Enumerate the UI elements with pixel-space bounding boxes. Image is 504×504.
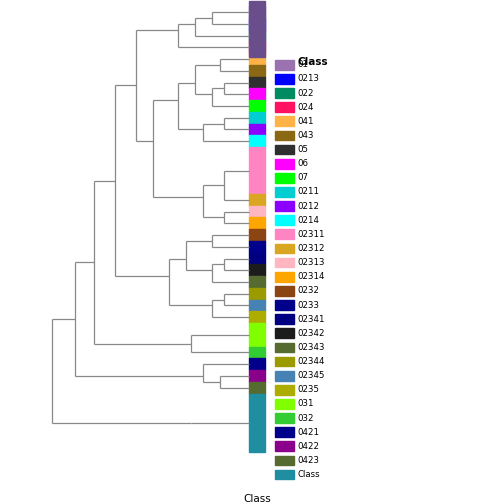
Bar	[249, 18, 265, 30]
Bar	[249, 41, 265, 53]
Text: 0213: 0213	[297, 75, 320, 83]
Text: 02311: 02311	[297, 230, 325, 239]
Text: 01: 01	[297, 60, 308, 69]
Bar	[249, 241, 265, 253]
Bar	[275, 314, 294, 324]
Bar	[249, 147, 265, 194]
Text: 022: 022	[297, 89, 314, 97]
Text: 0421: 0421	[297, 428, 320, 436]
Text: 02342: 02342	[297, 329, 325, 338]
Bar	[275, 329, 294, 338]
Bar	[275, 116, 294, 126]
Text: 031: 031	[297, 400, 314, 408]
Text: 0232: 0232	[297, 286, 320, 295]
Text: 02341: 02341	[297, 314, 325, 324]
Bar	[249, 276, 265, 288]
Bar	[275, 215, 294, 225]
Text: Class: Class	[297, 470, 320, 479]
Text: 02312: 02312	[297, 244, 325, 253]
Bar	[249, 288, 265, 300]
Bar	[275, 243, 294, 254]
Text: 032: 032	[297, 414, 314, 422]
Bar	[249, 77, 265, 88]
Bar	[275, 371, 294, 381]
Bar	[249, 311, 265, 323]
Bar	[275, 385, 294, 395]
Bar	[275, 456, 294, 465]
Bar	[249, 229, 265, 241]
Bar	[275, 187, 294, 197]
Bar	[249, 136, 265, 147]
Bar	[275, 343, 294, 352]
Text: 0423: 0423	[297, 456, 320, 465]
Text: 043: 043	[297, 131, 314, 140]
Bar	[275, 286, 294, 296]
Text: 07: 07	[297, 173, 308, 182]
Bar	[249, 323, 265, 347]
Bar	[249, 394, 265, 452]
Text: Class: Class	[297, 57, 328, 68]
Text: 02313: 02313	[297, 258, 325, 267]
Text: 02345: 02345	[297, 371, 325, 380]
Bar	[275, 229, 294, 239]
Bar	[275, 145, 294, 154]
Bar	[249, 253, 265, 265]
Bar	[249, 6, 265, 18]
Bar	[275, 173, 294, 182]
Text: 02343: 02343	[297, 343, 325, 352]
Text: 02314: 02314	[297, 272, 325, 281]
Bar	[249, 100, 265, 112]
Text: 024: 024	[297, 103, 314, 112]
Bar	[275, 258, 294, 268]
Bar	[275, 470, 294, 479]
Bar	[275, 427, 294, 437]
Bar	[249, 358, 265, 370]
Text: 02344: 02344	[297, 357, 325, 366]
Text: 0235: 0235	[297, 385, 320, 394]
Bar	[275, 74, 294, 84]
Bar	[275, 413, 294, 423]
Bar	[249, 347, 265, 358]
Bar	[275, 357, 294, 366]
Bar	[275, 399, 294, 409]
Text: 0214: 0214	[297, 216, 320, 225]
Text: 06: 06	[297, 159, 308, 168]
Text: 0211: 0211	[297, 187, 320, 197]
Bar	[275, 131, 294, 140]
Bar	[249, 206, 265, 218]
Bar	[275, 88, 294, 98]
Bar	[249, 112, 265, 123]
Bar	[275, 272, 294, 282]
Bar	[275, 300, 294, 310]
Bar	[249, 218, 265, 229]
Bar	[249, 382, 265, 394]
Bar	[275, 60, 294, 70]
Bar	[249, 30, 265, 41]
Bar	[249, 53, 265, 65]
Bar	[275, 201, 294, 211]
Bar	[249, 65, 265, 77]
Text: 0422: 0422	[297, 442, 320, 451]
Text: 0233: 0233	[297, 300, 320, 309]
Bar	[249, 194, 265, 206]
Bar	[275, 442, 294, 451]
Bar	[249, 370, 265, 382]
Bar	[275, 159, 294, 168]
Bar	[275, 102, 294, 112]
Bar	[249, 265, 265, 276]
Bar	[249, 123, 265, 136]
Bar	[249, 2, 265, 57]
Text: 05: 05	[297, 145, 308, 154]
Bar	[249, 300, 265, 311]
Text: 041: 041	[297, 117, 314, 126]
Bar	[249, 88, 265, 100]
Text: Class: Class	[243, 493, 271, 503]
Text: 0212: 0212	[297, 202, 320, 211]
